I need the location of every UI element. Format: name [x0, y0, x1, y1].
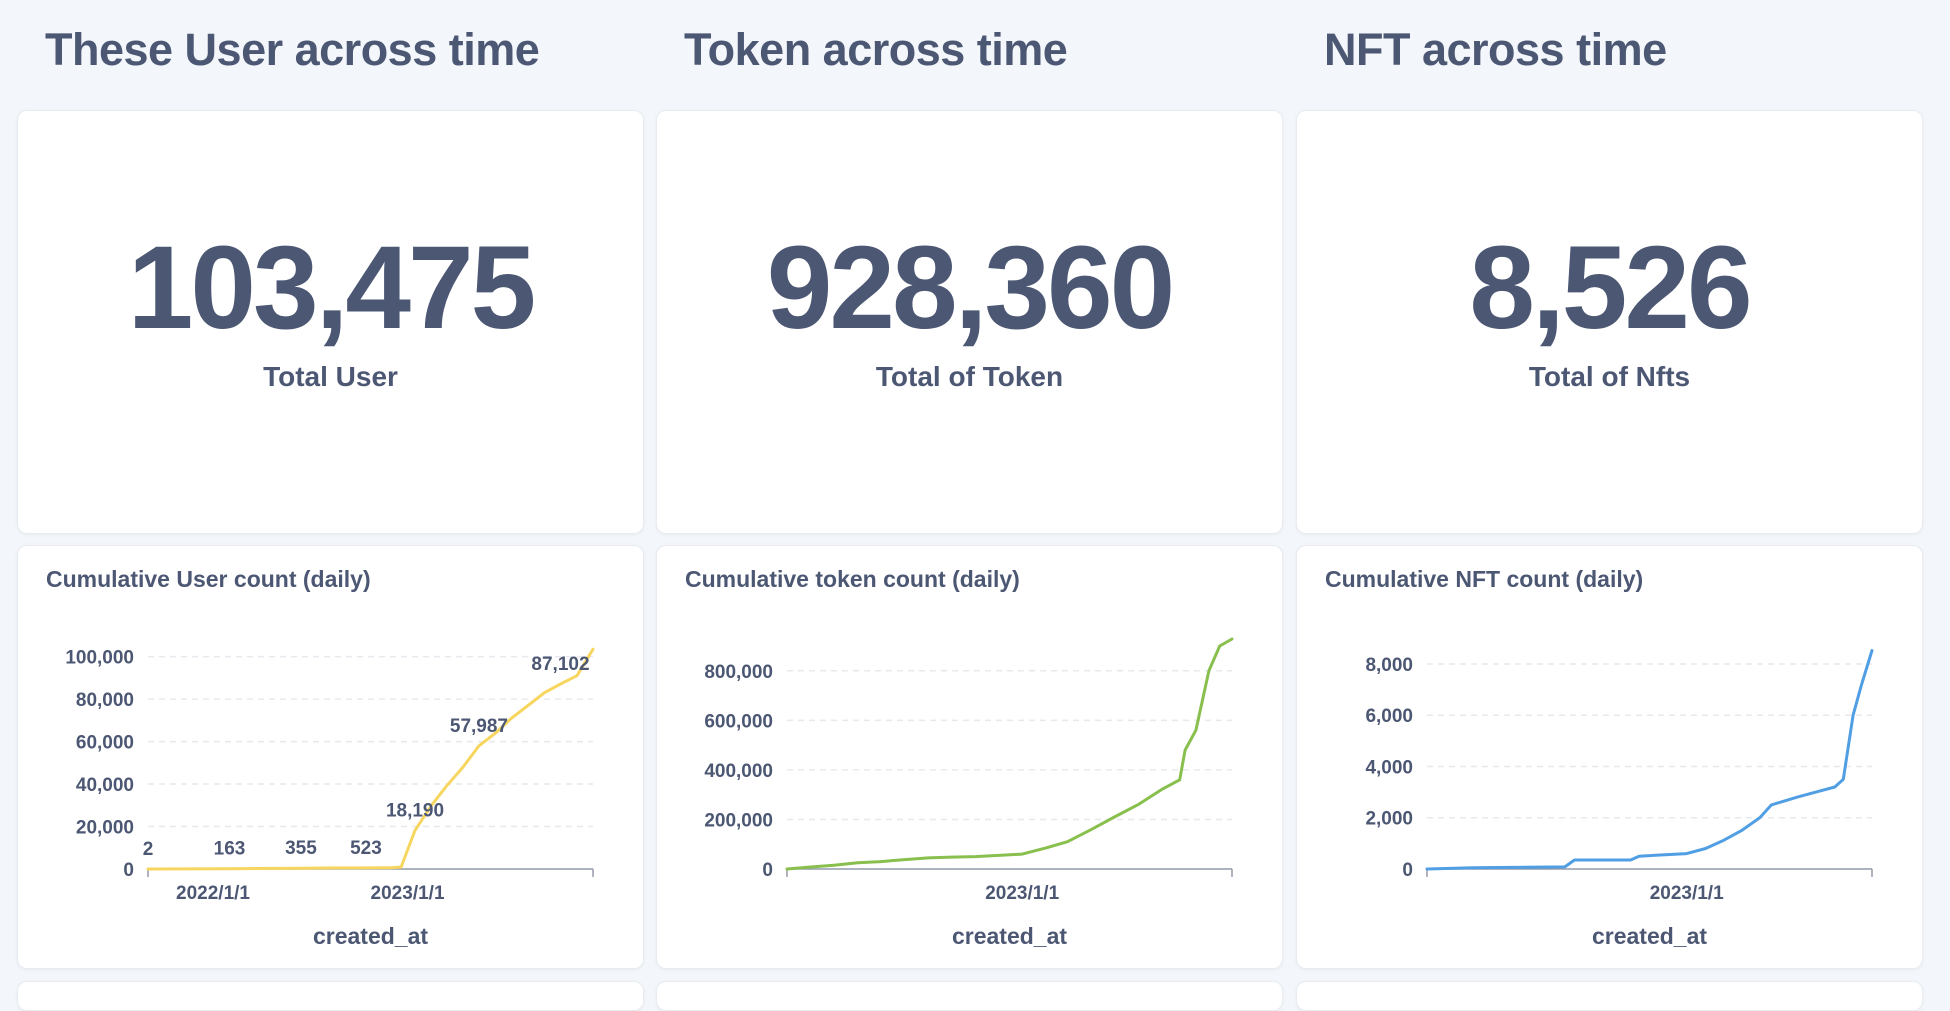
user-y-tick-label: 100,000 [65, 648, 134, 669]
user-y-tick-label: 40,000 [76, 775, 134, 796]
total-token-value: 928,360 [766, 222, 1176, 354]
user-y-tick-label: 20,000 [76, 818, 134, 839]
nft-line-chart[interactable]: 0 2,000 4,000 6,000 8,000 2023/1/1 created_at [1297, 546, 1924, 970]
user-data-label: 57,987 [450, 716, 508, 737]
user-y-tick-label: 60,000 [76, 733, 134, 754]
user-series-line[interactable] [146, 647, 595, 871]
token-x-tick-label: 2023/1/1 [985, 883, 1059, 904]
user-x-tick-label: 2022/1/1 [176, 883, 250, 904]
total-token-label: Total of Token [875, 361, 1064, 392]
token-y-tick-label: 400,000 [704, 761, 773, 782]
next-card-1 [17, 981, 644, 1011]
user-data-label: 87,102 [531, 654, 589, 675]
token-y-tick-label: 600,000 [704, 711, 773, 732]
user-line-chart[interactable]: 0 20,000 40,000 60,000 80,000 100,000 2022/1/1… [18, 546, 645, 970]
nft-chart-card[interactable]: Cumulative NFT count (daily) 0 2,000 4,000… [1296, 545, 1923, 969]
user-y-tick-label: 80,000 [76, 690, 134, 711]
token-line-chart[interactable]: 0 200,000 400,000 600,000 800,000 2023/1/1 cre… [657, 546, 1284, 970]
user-y-tick-label: 0 [123, 860, 134, 881]
total-token-card[interactable]: 928,360 Total of Token [656, 110, 1283, 534]
nft-series-line[interactable] [1425, 649, 1874, 871]
nft-x-axis-title: created_at [1592, 923, 1707, 949]
section-title-nfts: NFT across time [1324, 24, 1667, 75]
token-chart-card[interactable]: Cumulative token count (daily) 0 200,000 4… [656, 545, 1283, 969]
user-chart-card[interactable]: Cumulative User count (daily) 0 20,000 40,… [17, 545, 644, 969]
token-chart-title[interactable]: Cumulative token count (daily) [685, 566, 1020, 592]
user-data-label: 355 [285, 838, 317, 859]
token-x-axis-title: created_at [952, 923, 1067, 949]
section-title-tokens: Token across time [684, 24, 1068, 75]
total-user-value: 103,475 [127, 222, 537, 354]
nft-y-tick-label: 8,000 [1365, 655, 1413, 676]
user-chart-title[interactable]: Cumulative User count (daily) [46, 566, 371, 592]
token-series-line[interactable] [785, 637, 1234, 871]
total-nft-value: 8,526 [1469, 222, 1752, 354]
section-title-users: These User across time [45, 24, 540, 75]
user-x-axis-title: created_at [313, 923, 428, 949]
nft-x-tick-label: 2023/1/1 [1650, 883, 1724, 904]
total-nft-card[interactable]: 8,526 Total of Nfts [1296, 110, 1923, 534]
nft-y-tick-label: 4,000 [1365, 757, 1413, 778]
total-user-label: Total User [263, 361, 398, 392]
user-data-label: 523 [350, 838, 382, 859]
nft-y-tick-label: 2,000 [1365, 809, 1413, 830]
token-y-tick-label: 200,000 [704, 810, 773, 831]
user-data-label: 2 [143, 839, 154, 860]
next-card-2 [656, 981, 1283, 1011]
token-y-tick-label: 800,000 [704, 662, 773, 683]
total-nft-label: Total of Nfts [1528, 361, 1691, 392]
nft-chart-title[interactable]: Cumulative NFT count (daily) [1325, 566, 1644, 592]
nft-y-tick-label: 0 [1402, 860, 1413, 881]
user-data-label: 163 [214, 839, 246, 860]
user-data-label: 18,190 [386, 800, 444, 821]
token-y-tick-label: 0 [762, 860, 773, 881]
total-user-card[interactable]: 103,475 Total User [17, 110, 644, 534]
nft-y-tick-label: 6,000 [1365, 706, 1413, 727]
user-x-tick-label: 2023/1/1 [371, 883, 445, 904]
next-card-3 [1296, 981, 1923, 1011]
